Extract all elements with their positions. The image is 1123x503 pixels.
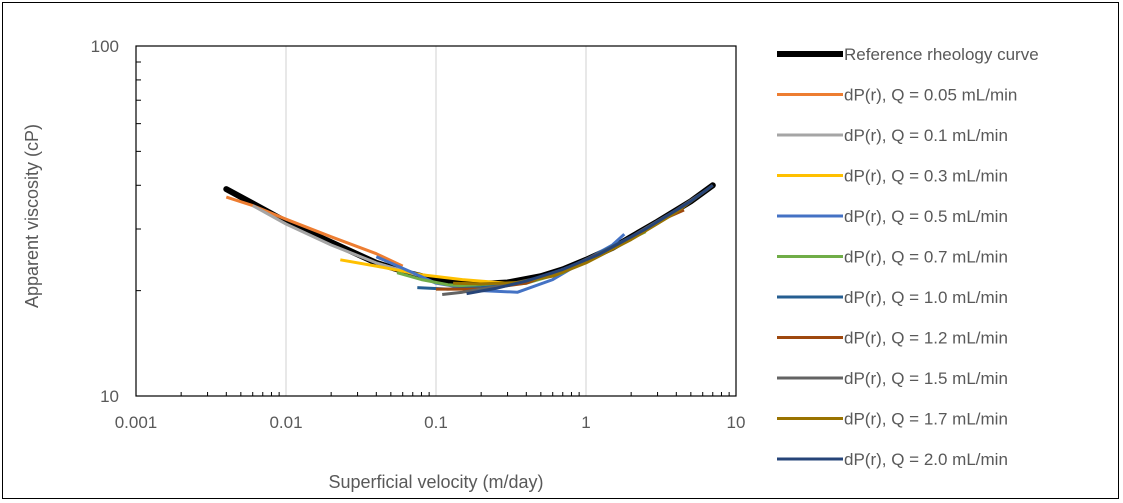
- legend-label: dP(r), Q = 0.1 mL/min: [844, 126, 1008, 145]
- x-tick-label: 0.1: [424, 413, 448, 432]
- series-layer: [223, 182, 716, 296]
- x-axis-label: Superficial velocity (m/day): [328, 472, 543, 492]
- series-line-1: [225, 195, 404, 268]
- legend: Reference rheology curve dP(r), Q = 0.05 …: [777, 45, 1039, 469]
- y-tick-label: 10: [100, 387, 119, 406]
- legend-label: dP(r), Q = 1.7 mL/min: [844, 410, 1008, 429]
- legend-label: dP(r), Q = 0.05 mL/min: [844, 86, 1017, 105]
- legend-label: dP(r), Q = 2.0 mL/min: [844, 450, 1008, 469]
- y-tick-label: 100: [91, 37, 119, 56]
- series-line-8: [442, 187, 709, 296]
- plot-area-border: [135, 45, 737, 397]
- legend-label: dP(r), Q = 1.0 mL/min: [844, 288, 1008, 307]
- series-line-2: [251, 204, 422, 278]
- x-tick-label: 0.01: [269, 413, 302, 432]
- legend-label: dP(r), Q = 0.3 mL/min: [844, 167, 1008, 186]
- y-axis-label: Apparent viscosity (cP): [22, 124, 42, 308]
- x-tick-label: 10: [727, 413, 746, 432]
- series-line-9: [453, 184, 714, 286]
- legend-label: dP(r), Q = 1.5 mL/min: [844, 369, 1008, 388]
- axes: [135, 45, 737, 397]
- legend-label: dP(r), Q = 0.7 mL/min: [844, 248, 1008, 267]
- series-line-3: [340, 258, 508, 285]
- legend-label: dP(r), Q = 1.2 mL/min: [844, 329, 1008, 348]
- series-line-7: [436, 208, 685, 291]
- legend-label: dP(r), Q = 0.5 mL/min: [844, 207, 1008, 226]
- legend-label: Reference rheology curve: [844, 45, 1039, 64]
- x-tick-label: 0.001: [115, 413, 158, 432]
- grid-lines: [285, 46, 587, 396]
- tick-labels: 0.001 0.01 0.1 1 10 10 100: [91, 37, 746, 432]
- series-line-10: [466, 184, 714, 296]
- x-tick-label: 1: [581, 413, 590, 432]
